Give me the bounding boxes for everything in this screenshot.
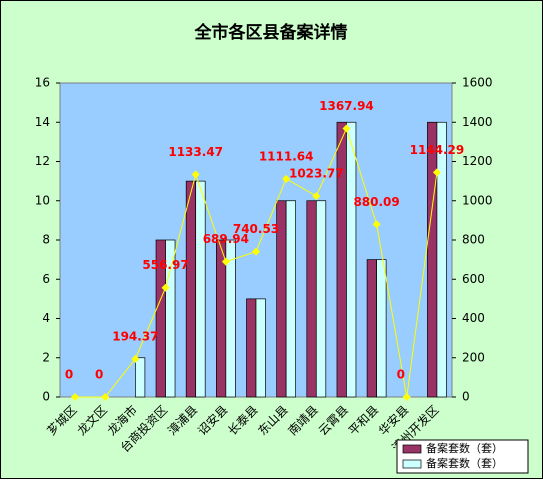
bar: [306, 200, 317, 398]
chart-title: 全市各区县备案详情: [194, 22, 348, 43]
line-marker: [252, 247, 260, 256]
data-label: 0: [65, 368, 73, 382]
data-label: 1144.29: [410, 143, 465, 157]
y-tick-label: 10: [35, 193, 50, 207]
line-marker: [221, 257, 230, 266]
y2-tick-label: 200: [462, 350, 485, 364]
data-label: 1133.47: [168, 145, 223, 159]
bar: [255, 298, 266, 398]
legend-swatch: [402, 459, 422, 469]
y2-tick-label: 1000: [462, 193, 493, 207]
line-marker: [342, 124, 351, 133]
y-tick-label: 8: [42, 233, 50, 247]
bar: [225, 239, 236, 398]
bar: [246, 298, 257, 398]
y-tick-label: 4: [42, 311, 50, 325]
data-label: 0: [397, 368, 405, 382]
line-marker: [432, 168, 441, 177]
data-label: 1111.64: [259, 149, 314, 163]
y2-tick-label: 800: [462, 233, 485, 247]
line-marker: [71, 393, 80, 401]
y2-tick-label: 1200: [462, 154, 493, 168]
y-tick-label: 2: [42, 350, 50, 364]
data-label: 194.37: [112, 329, 158, 343]
data-label: 1023.77: [289, 167, 344, 181]
y-tick-label: 0: [42, 390, 50, 404]
bar: [315, 200, 327, 398]
y2-tick-label: 400: [462, 311, 485, 325]
line-marker: [372, 220, 381, 229]
bar: [285, 200, 297, 398]
line-marker: [282, 174, 291, 183]
y-tick-label: 12: [35, 154, 50, 168]
y-tick-label: 14: [35, 115, 50, 129]
line-marker: [312, 192, 321, 201]
legend-label: 备案套数（套）: [426, 441, 503, 455]
bar: [185, 180, 197, 398]
line-marker: [402, 393, 411, 401]
legend-label: 备案套数（套）: [426, 456, 503, 470]
y2-tick-label: 1600: [462, 76, 493, 90]
y-tick-label: 16: [35, 76, 50, 90]
data-label: 880.09: [353, 195, 399, 209]
line-marker: [161, 283, 170, 292]
y-tick-label: 6: [42, 272, 50, 286]
data-label: 689.94: [203, 232, 249, 246]
bar: [135, 357, 146, 398]
data-label: 740.53: [233, 222, 279, 236]
y2-tick-label: 1400: [462, 115, 493, 129]
data-label: 1367.94: [319, 99, 374, 113]
bar: [165, 239, 176, 398]
line-marker: [191, 170, 200, 179]
data-label: 0: [95, 368, 103, 382]
bar: [376, 259, 387, 398]
bar: [427, 121, 438, 398]
bar: [436, 121, 447, 398]
bar: [346, 121, 357, 398]
y2-tick-label: 0: [462, 390, 470, 404]
bar: [195, 180, 206, 398]
line-marker: [131, 354, 140, 363]
bar: [336, 121, 347, 398]
y2-tick-label: 600: [462, 272, 485, 286]
bar: [366, 259, 377, 398]
legend-swatch: [402, 444, 422, 454]
data-label: 556.97: [142, 258, 188, 272]
line-marker: [101, 393, 110, 401]
